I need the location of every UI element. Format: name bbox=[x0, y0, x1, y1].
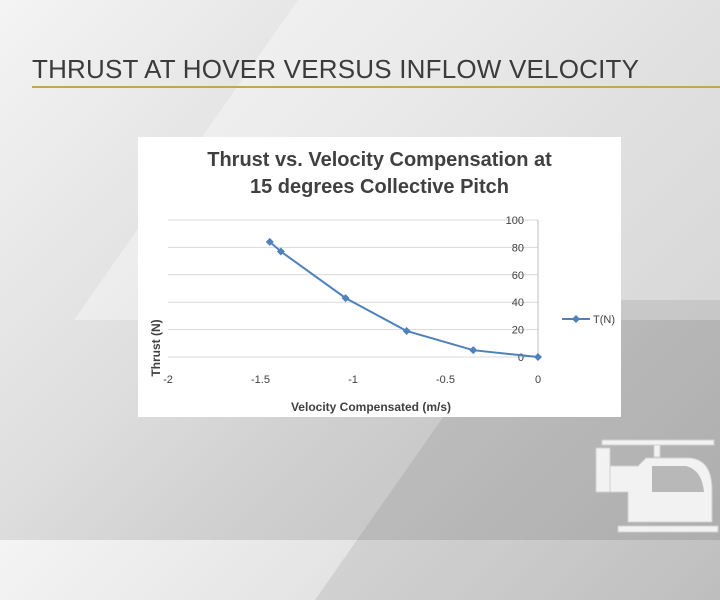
y-tick-label: 60 bbox=[512, 270, 524, 282]
data-point bbox=[469, 346, 478, 355]
data-point bbox=[402, 326, 411, 335]
y-tick-label: 100 bbox=[506, 215, 524, 227]
y-axis-label: Thrust (N) bbox=[149, 319, 163, 376]
y-tick-label: 20 bbox=[512, 325, 524, 337]
x-tick-label: -1.5 bbox=[251, 374, 270, 386]
legend: T(N) bbox=[562, 314, 615, 326]
x-tick-label: -1 bbox=[348, 374, 358, 386]
legend-marker bbox=[572, 315, 580, 323]
chart-title: Thrust vs. Velocity Compensation at 15 d… bbox=[138, 147, 621, 201]
x-tick-label: -0.5 bbox=[436, 374, 455, 386]
x-axis-label: Velocity Compensated (m/s) bbox=[291, 400, 451, 414]
series-line bbox=[269, 241, 539, 358]
y-tick-label: 80 bbox=[512, 242, 524, 254]
y-tick-label: 0 bbox=[518, 352, 524, 364]
data-point bbox=[276, 247, 285, 256]
title-underline bbox=[32, 86, 720, 88]
x-tick-label: 0 bbox=[535, 374, 541, 386]
y-tick-label: 40 bbox=[512, 297, 524, 309]
chart-title-line-1: Thrust vs. Velocity Compensation at bbox=[207, 149, 552, 171]
chart-container: Thrust vs. Velocity Compensation at 15 d… bbox=[138, 137, 621, 417]
slide-title: THRUST AT HOVER VERSUS INFLOW VELOCITY bbox=[32, 54, 640, 84]
legend-label: T(N) bbox=[593, 314, 615, 326]
data-point bbox=[265, 237, 274, 246]
helicopter-icon bbox=[595, 439, 719, 533]
x-tick-label: -2 bbox=[163, 374, 173, 386]
line-chart: 0 20 40 60 80 100 -2 -1.5 -1 -0.5 0 Thrust (N) Ve… bbox=[149, 215, 615, 414]
data-point bbox=[341, 294, 350, 303]
chart-title-line-2: 15 degrees Collective Pitch bbox=[249, 176, 509, 198]
data-point bbox=[534, 353, 542, 361]
